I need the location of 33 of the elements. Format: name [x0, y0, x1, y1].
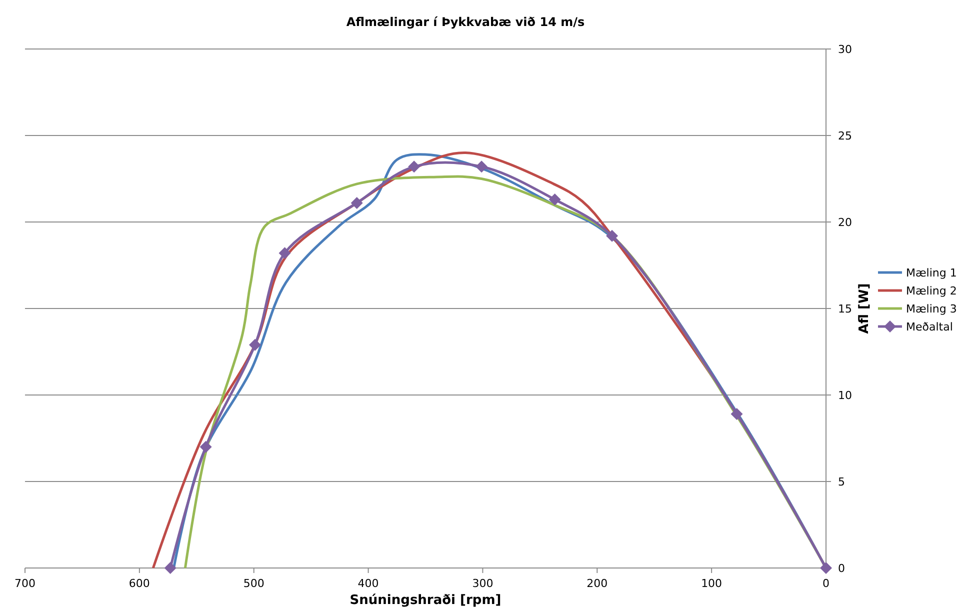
y-tick-label: 20: [838, 216, 852, 229]
x-tick-label: 300: [472, 577, 494, 590]
y-tick-label: 30: [838, 43, 852, 56]
x-tick-label: 0: [822, 577, 830, 590]
y-tick-label: 10: [838, 389, 852, 402]
point: [350, 196, 363, 209]
x-tick-label: 100: [701, 577, 722, 590]
x-tick-label: 700: [14, 577, 36, 590]
point: [249, 338, 261, 351]
point: [164, 562, 176, 574]
point: [730, 408, 743, 420]
x-tick-label: 200: [586, 577, 608, 590]
point: [200, 440, 212, 453]
x-axis-title: Snúningshraði [rpm]: [350, 593, 502, 608]
y-tick-label: 15: [838, 302, 852, 316]
legend-label: Mæling 2: [906, 284, 957, 298]
point: [408, 160, 420, 173]
chart-title: Aflmælingar í Þykkvabæ við 14 m/s: [346, 15, 585, 29]
legend-label: Mæling 1: [906, 266, 957, 280]
x-tick-label: 600: [128, 577, 150, 590]
point: [278, 247, 291, 260]
legend-label: Mæling 3: [906, 302, 957, 316]
point: [606, 230, 618, 242]
x-tick-label: 400: [358, 577, 379, 590]
point: [548, 194, 561, 206]
y-tick-label: 5: [838, 476, 845, 488]
y-tick-label: 25: [838, 130, 852, 142]
point: [476, 160, 488, 173]
point: [820, 562, 832, 574]
x-tick-label: 500: [243, 577, 264, 590]
legend-label: Meðaltal: [906, 320, 953, 334]
y-axis-title: Afl [W]: [857, 283, 872, 334]
y-tick-label: 0: [838, 562, 845, 575]
